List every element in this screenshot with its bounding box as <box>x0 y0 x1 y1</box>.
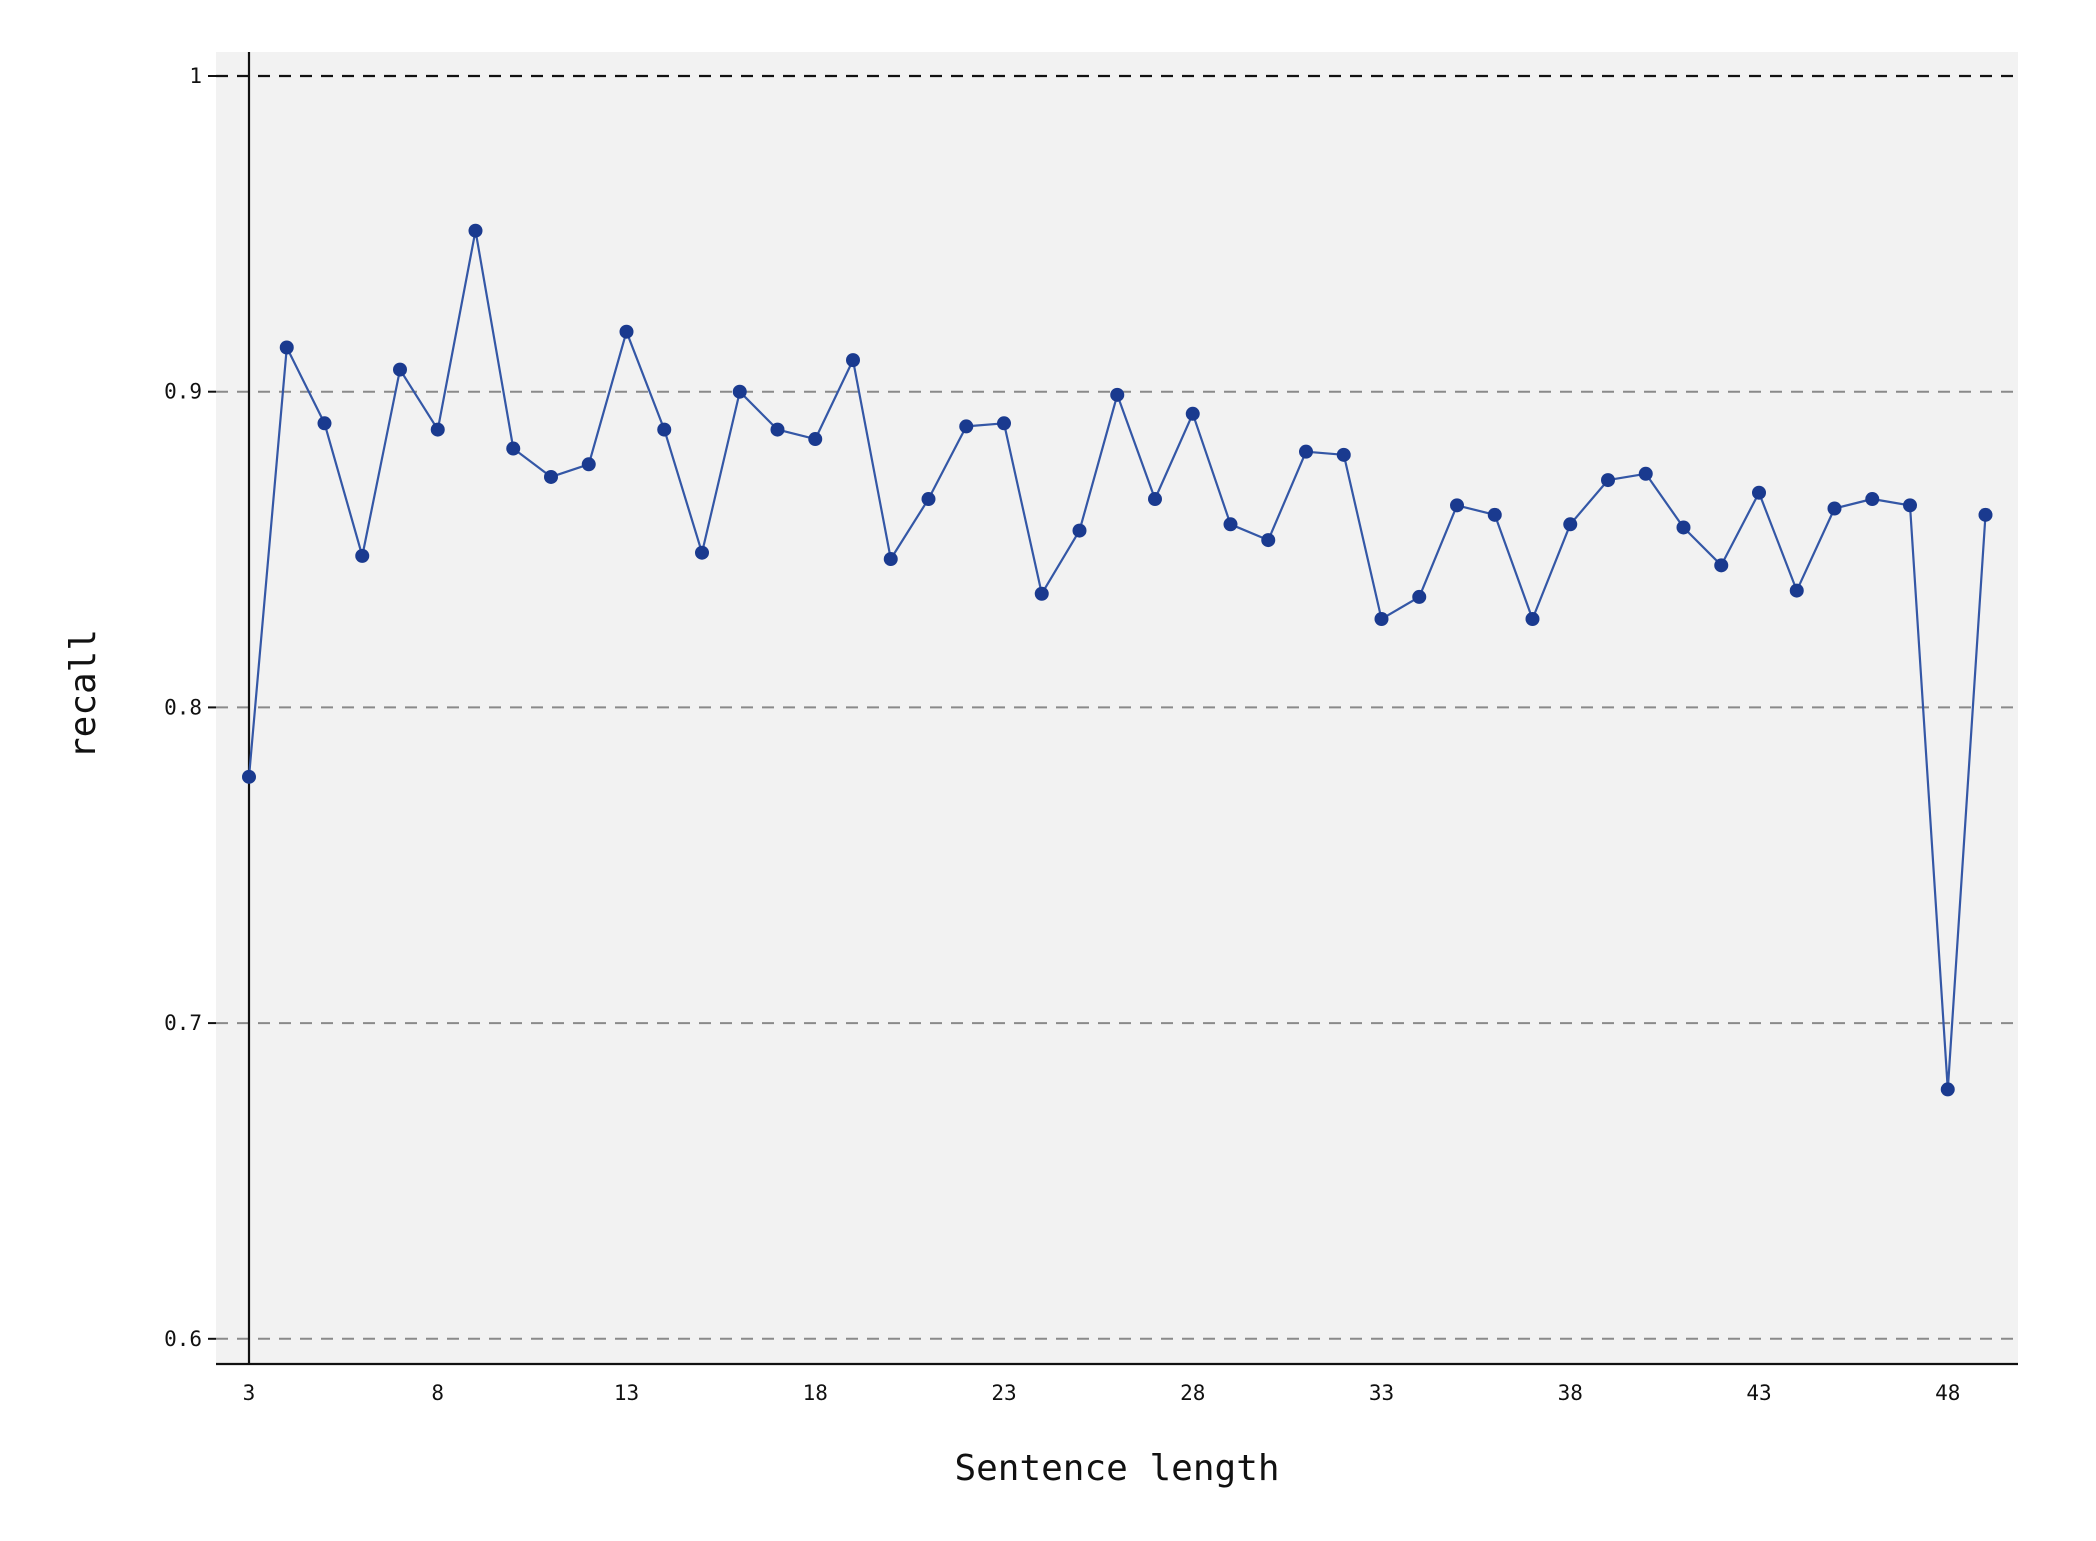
data-point <box>1978 507 1993 522</box>
data-point <box>1563 517 1578 532</box>
data-point <box>1034 586 1049 601</box>
y-tick-label: 0.6 <box>164 1327 202 1351</box>
data-point <box>1185 406 1200 421</box>
data-point <box>430 422 445 437</box>
y-tick-label: 0.9 <box>164 380 202 404</box>
data-point <box>1903 498 1917 513</box>
plot-background <box>216 52 2018 1364</box>
x-axis-title: Sentence length <box>954 1448 1279 1489</box>
data-point <box>1487 507 1502 522</box>
data-point <box>1299 444 1313 459</box>
data-point <box>959 419 974 434</box>
data-point <box>1601 473 1615 488</box>
grid-lines <box>216 74 2018 1340</box>
data-point <box>1110 387 1125 402</box>
data-point <box>695 545 709 560</box>
x-tick-label: 43 <box>1746 1381 1771 1405</box>
data-point <box>355 548 370 563</box>
data-point <box>732 384 747 399</box>
data-point <box>997 416 1011 431</box>
series-layer <box>242 223 1993 1097</box>
data-point <box>619 324 634 339</box>
data-point <box>1752 485 1766 500</box>
data-point <box>1148 492 1162 507</box>
data-point <box>657 422 672 437</box>
data-point <box>1865 492 1880 507</box>
x-tick-label: 38 <box>1558 1381 1583 1405</box>
data-point <box>1827 501 1842 516</box>
y-tick-label: 0.8 <box>164 695 202 719</box>
data-point <box>808 432 823 447</box>
data-point <box>770 422 785 437</box>
data-point <box>317 416 332 431</box>
y-axis-title: recall <box>63 629 104 759</box>
axes <box>208 52 2018 1366</box>
data-point <box>581 457 596 472</box>
data-point <box>1336 447 1351 462</box>
data-point <box>468 223 483 238</box>
x-tick-label: 48 <box>1935 1381 1960 1405</box>
data-point <box>1676 520 1691 535</box>
data-point <box>883 552 898 567</box>
data-point <box>1374 612 1389 627</box>
data-point <box>1072 523 1087 538</box>
data-point <box>846 353 860 368</box>
y-tick-label: 1 <box>189 64 202 88</box>
x-tick-label: 3 <box>243 1381 256 1405</box>
x-tick-label: 33 <box>1369 1381 1394 1405</box>
data-point <box>1450 498 1464 513</box>
x-tick-label: 23 <box>991 1381 1016 1405</box>
data-point <box>1714 558 1729 573</box>
tick-labels: 0.60.70.80.913 8 13 18 23 28 33 38 43 48 <box>164 64 1960 1405</box>
y-tick-label: 0.7 <box>164 1011 202 1035</box>
x-tick-label: 28 <box>1180 1381 1205 1405</box>
data-point <box>1638 466 1653 481</box>
data-point <box>544 469 558 484</box>
data-point <box>1223 517 1238 532</box>
data-point <box>1789 583 1804 598</box>
data-point <box>1412 589 1427 604</box>
data-point <box>1261 533 1276 548</box>
data-point <box>921 492 936 507</box>
x-tick-label: 13 <box>614 1381 639 1405</box>
data-point <box>1940 1082 1955 1097</box>
x-tick-label: 18 <box>803 1381 828 1405</box>
data-point <box>1525 612 1540 627</box>
data-point <box>393 362 407 377</box>
data-point <box>242 769 256 784</box>
data-point <box>279 340 294 355</box>
data-point <box>506 441 521 456</box>
x-tick-label: 8 <box>431 1381 444 1405</box>
